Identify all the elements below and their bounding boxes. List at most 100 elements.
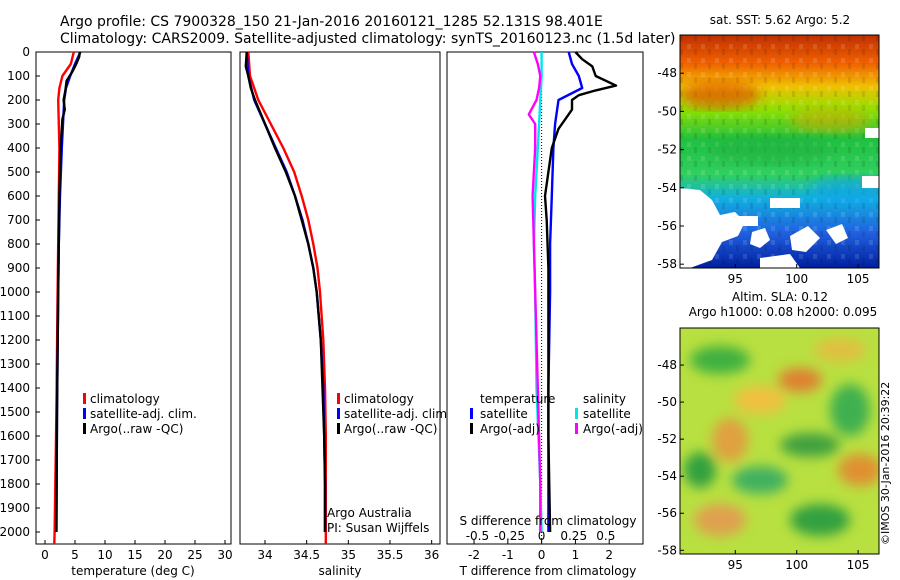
series-line xyxy=(55,51,81,533)
sla-map-title2: Argo h1000: 0.08 h2000: 0.095 xyxy=(689,305,878,319)
depth-tick-label: 400 xyxy=(7,141,30,155)
difference-series xyxy=(527,51,618,533)
pi-note: PI: Susan Wijffels xyxy=(327,521,429,535)
difference-top-label: S difference from climatology xyxy=(460,514,637,528)
legend-salinity-title: salinity xyxy=(583,392,626,406)
x-tick-label: 2 xyxy=(605,548,613,562)
depth-tick-label: 900 xyxy=(7,261,30,275)
legend-swatch-temp-satellite xyxy=(470,408,473,419)
salinity-xlabel: salinity xyxy=(318,564,361,578)
sst-map-image xyxy=(680,35,879,268)
legend-swatch-satellite xyxy=(83,408,86,419)
depth-tick-label: 1800 xyxy=(0,477,30,491)
map-y-tick-label: -50 xyxy=(657,395,677,409)
map-y-tick-label: -50 xyxy=(657,104,677,118)
depth-tick-label: 300 xyxy=(7,117,30,131)
legend-argo: Argo(..raw -QC) xyxy=(90,422,183,436)
map-x-tick-label: 95 xyxy=(728,558,743,572)
map-y-tick-label: -52 xyxy=(657,432,677,446)
series-line xyxy=(527,51,542,532)
temperature-series xyxy=(53,51,82,545)
map-x-tick-label: 105 xyxy=(847,272,870,286)
depth-tick-label: 1600 xyxy=(0,429,30,443)
difference-legend: temperature satellite Argo(-adj) salinit… xyxy=(470,392,643,436)
x-tick-label: -2 xyxy=(468,548,480,562)
salinity-panel: 34 34.5 35 35.5 36 salinity climatology sate… xyxy=(239,51,451,578)
sla-x-ticks: 95 100 105 xyxy=(728,550,870,572)
sla-map-image xyxy=(680,328,879,554)
legend-sal-satellite: satellite xyxy=(583,407,631,421)
legend-swatch-argo xyxy=(83,423,86,434)
map-x-tick-label: 100 xyxy=(785,272,808,286)
sst-x-ticks: 95 100 105 xyxy=(728,264,870,286)
salinity-x-ticks: 34 34.5 35 35.5 36 xyxy=(257,540,439,562)
x-tick-label: 5 xyxy=(71,548,79,562)
x-tick-label: 10 xyxy=(97,548,112,562)
x-tick-label: 25 xyxy=(187,548,202,562)
x-tick-label: 34.5 xyxy=(293,548,320,562)
legend-swatch-satellite xyxy=(337,408,340,419)
difference-axes-box xyxy=(446,51,644,545)
sla-y-ticks: -48 -50 -52 -54 -56 -58 xyxy=(657,358,684,557)
sst-map-frame xyxy=(679,34,880,269)
x-tick-label: -1 xyxy=(502,548,514,562)
depth-tick-label: 0 xyxy=(22,45,30,59)
x-tick-label: 30 xyxy=(217,548,232,562)
legend-climatology: climatology xyxy=(344,392,414,406)
map-y-tick-label: -56 xyxy=(657,506,677,520)
sla-map-title1: Altim. SLA: 0.12 xyxy=(732,290,828,304)
depth-tick-label: 1700 xyxy=(0,453,30,467)
map-x-tick-label: 105 xyxy=(847,558,870,572)
depth-tick-label: 1500 xyxy=(0,405,30,419)
x-tick-label: 35 xyxy=(341,548,356,562)
temperature-axes-box xyxy=(35,51,232,545)
temperature-x-ticks: 0 5 10 15 20 25 30 xyxy=(41,540,233,562)
salinity-axes-box xyxy=(239,51,441,545)
legend-argo: Argo(..raw -QC) xyxy=(344,422,437,436)
legend-swatch-climatology xyxy=(83,393,86,404)
depth-tick-label: 800 xyxy=(7,237,30,251)
legend-temp-argo: Argo(-adj) xyxy=(480,422,540,436)
map-x-tick-label: 95 xyxy=(728,272,743,286)
map-y-tick-label: -54 xyxy=(657,469,677,483)
sst-map-panel: sat. SST: 5.62 Argo: 5.2 95 100 105 -48 -50… xyxy=(657,13,880,286)
map-y-tick-label: -58 xyxy=(657,543,677,557)
sla-map-panel: Altim. SLA: 0.12 Argo h1000: 0.08 h2000:… xyxy=(657,290,880,572)
header-line2: Climatology: CARS2009. Satellite-adjuste… xyxy=(60,31,675,47)
argo-australia-note: Argo Australia xyxy=(327,506,412,520)
depth-tick-label: 600 xyxy=(7,189,30,203)
x-tick-label: 0 xyxy=(538,548,546,562)
legend-temperature-title: temperature xyxy=(480,392,555,406)
map-y-tick-label: -54 xyxy=(657,181,677,195)
series-line xyxy=(244,51,327,532)
map-y-tick-label: -56 xyxy=(657,219,677,233)
depth-tick-label: 200 xyxy=(7,93,30,107)
sst-y-ticks: -48 -50 -52 -54 -56 -58 xyxy=(657,66,684,271)
legend-temp-satellite: satellite xyxy=(480,407,528,421)
depth-tick-label: 1200 xyxy=(0,333,30,347)
difference-panel: -2 -1 0 1 2 -0.5 -0.25 0 0.25 0.5 T difference f… xyxy=(446,51,644,578)
difference-xlabel: T difference from climatology xyxy=(459,564,637,578)
map-x-tick-label: 100 xyxy=(785,558,808,572)
depth-tick-label: 700 xyxy=(7,213,30,227)
map-y-tick-label: -48 xyxy=(657,358,677,372)
imos-watermark: ©IMOS 30-Jan-2016 20:39:22 xyxy=(879,382,892,545)
salinity-legend: climatology satellite-adj. clim. Argo(..… xyxy=(337,392,451,436)
depth-tick-label: 1300 xyxy=(0,357,30,371)
series-line xyxy=(543,51,618,533)
series-line xyxy=(247,51,327,544)
x-tick-label: 15 xyxy=(127,548,142,562)
temperature-legend: climatology satellite-adj. clim. Argo(..… xyxy=(83,392,197,436)
x-tick-label: 35.5 xyxy=(377,548,404,562)
temperature-panel: 0100200300400500600700800900100011001200… xyxy=(0,45,233,578)
difference-x-ticks: -2 -1 0 1 2 xyxy=(468,540,613,562)
top-tick-label: -0.25 xyxy=(494,529,525,543)
x-tick-label: 0 xyxy=(41,548,49,562)
x-tick-label: 36 xyxy=(424,548,439,562)
x-tick-label: 20 xyxy=(157,548,172,562)
salinity-series xyxy=(244,51,327,544)
top-tick-label: 0.5 xyxy=(596,529,615,543)
legend-swatch-temp-argo xyxy=(470,423,473,434)
map-y-tick-label: -52 xyxy=(657,143,677,157)
